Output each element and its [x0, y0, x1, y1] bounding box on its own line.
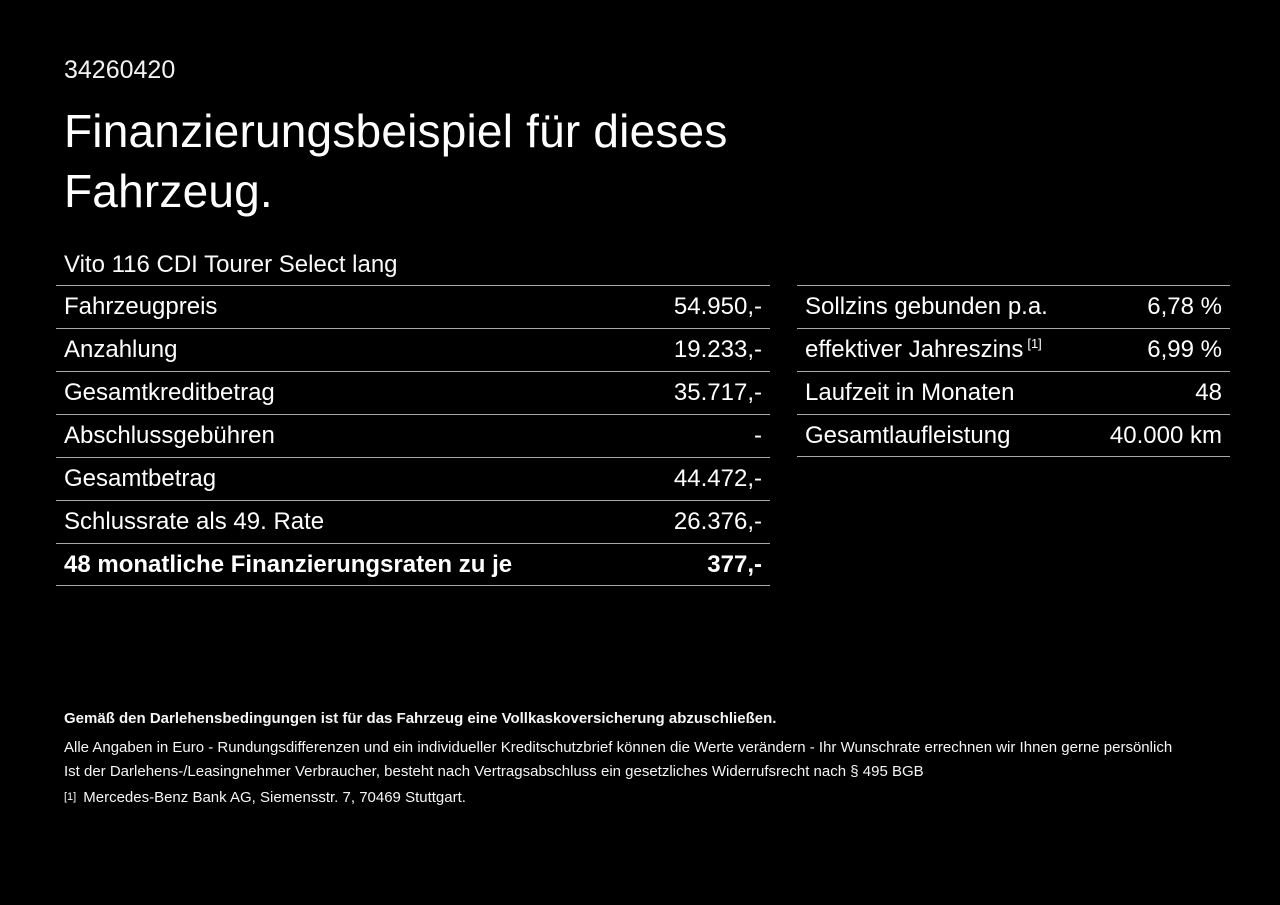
row-value: 40.000 km	[1109, 421, 1222, 449]
row-label-text: effektiver Jahreszins	[805, 336, 1024, 363]
row-value: 6,78 %	[1147, 293, 1222, 320]
row-value: 377,-	[707, 550, 762, 578]
row-value: -	[754, 422, 762, 449]
row-label: Schlussrate als 49. Rate	[64, 508, 325, 535]
row-label: Gesamtlaufleistung	[805, 421, 1011, 449]
table-row-gesamtkreditbetrag: Gesamtkreditbetrag 35.717,-	[56, 371, 770, 414]
row-label: Fahrzeugpreis	[64, 293, 218, 320]
table-row-monatsrate: 48 monatliche Finanzierungsraten zu je 3…	[56, 543, 770, 586]
table-row-gesamtbetrag: Gesamtbetrag 44.472,-	[56, 457, 770, 500]
footnote-marker: [1]	[64, 791, 77, 803]
page-title-line2: Fahrzeug.	[64, 165, 273, 217]
vehicle-id: 34260420	[64, 56, 176, 84]
row-label: Sollzins gebunden p.a.	[805, 293, 1048, 320]
footer-footnote: [1] Mercedes-Benz Bank AG, Siemensstr. 7,…	[64, 788, 466, 807]
table-row-gesamtlaufleistung: Gesamtlaufleistung 40.000 km	[797, 414, 1230, 457]
row-label: Gesamtkreditbetrag	[64, 379, 275, 406]
table-row-sollzins: Sollzins gebunden p.a. 6,78 %	[797, 285, 1230, 328]
row-label: Anzahlung	[64, 336, 178, 363]
row-label: 48 monatliche Finanzierungsraten zu je	[64, 550, 513, 578]
table-row-abschlussgebuehren: Abschlussgebühren -	[56, 414, 770, 457]
row-label: Laufzeit in Monaten	[805, 379, 1015, 406]
table-row-fahrzeugpreis: Fahrzeugpreis 54.950,-	[56, 285, 770, 328]
row-value: 35.717,-	[673, 379, 762, 406]
row-value: 54.950,-	[673, 293, 762, 320]
page-title: Finanzierungsbeispiel für dieses Fahrzeu…	[64, 101, 728, 221]
vehicle-name: Vito 116 CDI Tourer Select lang	[64, 251, 398, 278]
table-row-anzahlung: Anzahlung 19.233,-	[56, 328, 770, 371]
page-title-line1: Finanzierungsbeispiel für dieses	[64, 105, 728, 157]
row-value: 6,99 %	[1147, 336, 1222, 363]
table-row-schlussrate: Schlussrate als 49. Rate 26.376,-	[56, 500, 770, 543]
row-value: 44.472,-	[673, 465, 762, 492]
table-row-laufzeit: Laufzeit in Monaten 48	[797, 371, 1230, 414]
footnote-marker: [1]	[1027, 336, 1042, 351]
finance-table: Fahrzeugpreis 54.950,- Anzahlung 19.233,…	[56, 285, 770, 586]
conditions-table: Sollzins gebunden p.a. 6,78 % effektiver…	[797, 285, 1230, 457]
row-label: Gesamtbetrag	[64, 465, 217, 492]
footer-disclaimer-2: Ist der Darlehens-/Leasingnehmer Verbrau…	[64, 763, 924, 780]
footer-insurance-note: Gemäß den Darlehensbedingungen ist für d…	[64, 710, 777, 727]
table-row-effektiver-jahreszins: effektiver Jahreszins [1] 6,99 %	[797, 328, 1230, 371]
row-value: 26.376,-	[673, 508, 762, 535]
row-value: 19.233,-	[673, 336, 762, 363]
footnote-text: Mercedes-Benz Bank AG, Siemensstr. 7, 70…	[83, 789, 466, 806]
footer-disclaimer-1: Alle Angaben in Euro - Rundungsdifferenz…	[64, 739, 1173, 756]
row-value: 48	[1195, 379, 1222, 406]
row-label: effektiver Jahreszins [1]	[805, 336, 1042, 364]
row-label: Abschlussgebühren	[64, 422, 275, 449]
